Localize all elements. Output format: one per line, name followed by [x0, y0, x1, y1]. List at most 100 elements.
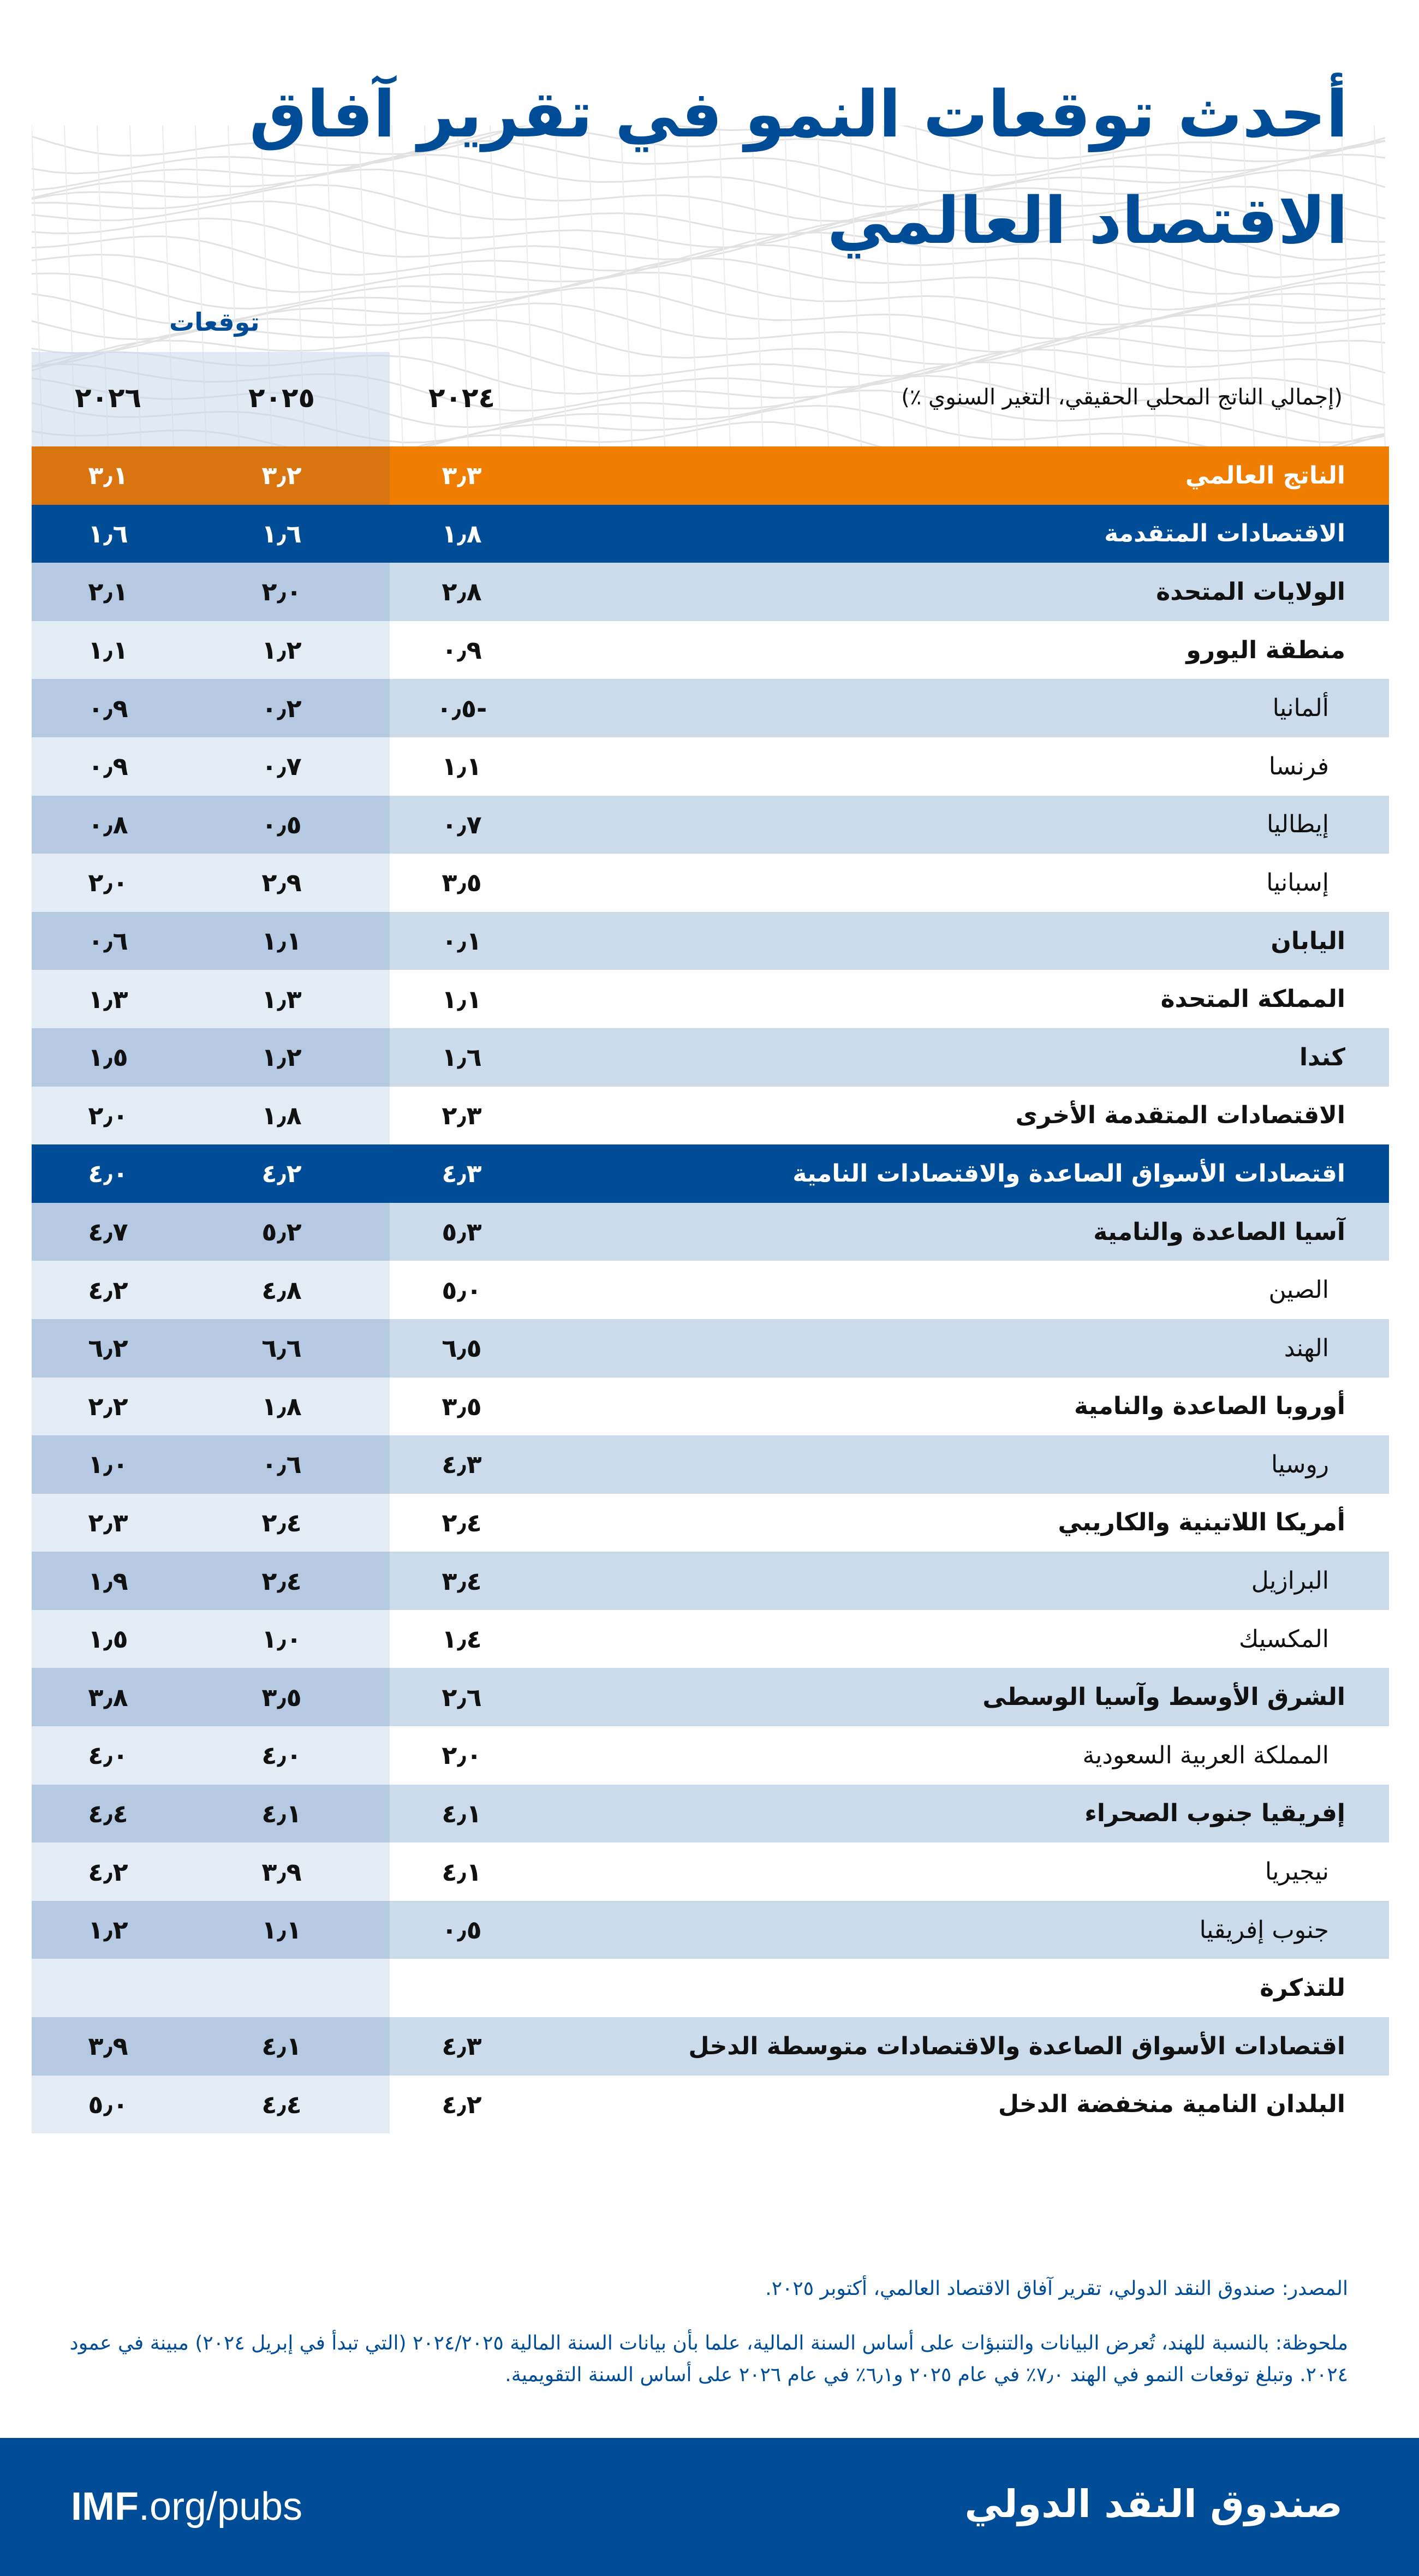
row-label: الصين: [1268, 1276, 1329, 1304]
row-label: إسبانيا: [1266, 868, 1329, 897]
value-2026: ٣٫١: [88, 461, 128, 491]
mesh-line: [32, 231, 1386, 278]
mesh-line: [1374, 126, 1386, 448]
mesh-line: [32, 200, 1386, 248]
mesh-line: [32, 257, 1386, 311]
value-2026: ١٫٩: [88, 1566, 128, 1596]
forecast-cell-shade: [32, 504, 390, 563]
forecast-cell-shade: [32, 679, 390, 737]
value-2026: ١٫٦: [88, 518, 128, 548]
value-2025: ٢٫٠: [261, 577, 302, 607]
value-2024: ٠٫٥: [442, 1915, 482, 1945]
mesh-line: [424, 126, 436, 448]
table-row: كندا ١٫٦ ١٫٢ ١٫٥: [32, 1028, 1389, 1087]
mesh-line: [784, 126, 796, 448]
value-2026: ٠٫٨: [88, 809, 128, 839]
row-label: الاقتصادات المتقدمة الأخرى: [1015, 1101, 1345, 1130]
forecast-cell-shade: [32, 1784, 390, 1843]
value-2025: ٣٫٩: [261, 1857, 302, 1887]
row-label: آسيا الصاعدة والنامية: [1093, 1218, 1345, 1246]
value-2024: ٤٫١: [442, 1857, 482, 1887]
mesh-line: [1079, 126, 1091, 448]
table-row: اقتصادات الأسواق الصاعدة والاقتصادات متو…: [32, 2017, 1389, 2076]
value-2026: ٦٫٢: [88, 1333, 128, 1363]
imf-pubs-link[interactable]: IMF.org/pubs: [71, 2484, 302, 2529]
forecast-cell-shade: [32, 737, 390, 796]
row-label: المملكة العربية السعودية: [1082, 1741, 1329, 1769]
value-2025: ٠٫٥: [261, 809, 302, 839]
mesh-line: [412, 421, 1386, 448]
value-2024: ٣٫٥: [442, 1391, 482, 1421]
mesh-line: [555, 126, 567, 448]
value-2026: ١٫١: [88, 635, 128, 665]
value-2024: ٢٫٣: [442, 1100, 482, 1130]
value-2026: ٥٫٠: [88, 2089, 128, 2119]
table-row: اليابان ٠٫١ ١٫١ ٠٫٦: [32, 911, 1389, 970]
value-2026: ٤٫٧: [88, 1217, 128, 1247]
table-row: جنوب إفريقيا ٠٫٥ ١٫١ ١٫٢: [32, 1900, 1389, 1959]
table-row: الشرق الأوسط وآسيا الوسطى ٢٫٦ ٣٫٥ ٣٫٨: [32, 1668, 1389, 1727]
forecast-cell-shade: [32, 1319, 390, 1378]
value-2024: ٠٫١: [442, 926, 482, 956]
mesh-line: [1210, 126, 1222, 448]
forecast-cell-shade: [32, 1202, 390, 1261]
mesh-line: [752, 126, 764, 448]
mesh-line: [1046, 126, 1058, 448]
mesh-line: [1177, 126, 1189, 448]
row-label: نيجيريا: [1265, 1858, 1329, 1886]
value-2026: ٣٫٨: [88, 1682, 128, 1712]
value-2024: ٤٫٣: [442, 1450, 482, 1480]
footnote: ملحوظة: بالنسبة للهند، تُعرض البيانات وا…: [69, 2332, 1348, 2386]
forecast-cell-shade: [32, 1959, 390, 2018]
value-2025: ٦٫٦: [261, 1333, 302, 1363]
value-2026: ٢٫٠: [88, 868, 128, 898]
forecast-cell-shade: [32, 1668, 390, 1727]
mesh-line: [981, 126, 993, 448]
mesh-line: [490, 126, 502, 448]
row-label: فرنسا: [1268, 752, 1329, 780]
forecast-cell-shade: [32, 970, 390, 1028]
value-2025: ٢٫٤: [261, 1507, 302, 1537]
row-label: إيطاليا: [1266, 810, 1329, 839]
value-2026: ٠٫٩: [88, 752, 128, 782]
mesh-line: [1275, 126, 1287, 448]
forecast-cell-shade: [32, 2017, 390, 2076]
forecast-cell-shade: [32, 911, 390, 970]
value-2024: ٠٫٩: [442, 635, 482, 665]
table-row: اقتصادات الأسواق الصاعدة والاقتصادات الن…: [32, 1144, 1389, 1203]
table-row: الصين ٥٫٠ ٤٫٨ ٤٫٢: [32, 1261, 1389, 1319]
value-2024: ١٫٦: [442, 1042, 482, 1072]
forecast-cell-shade: [32, 1609, 390, 1668]
mesh-line: [522, 126, 534, 448]
year-2025-header: ٢٠٢٥: [248, 382, 315, 414]
mesh-line: [1341, 126, 1353, 448]
row-label: البلدان النامية منخفضة الدخل: [998, 2090, 1345, 2119]
value-2025: ١٫٨: [261, 1100, 302, 1130]
table-row: آسيا الصاعدة والنامية ٥٫٣ ٥٫٢ ٤٫٧: [32, 1202, 1389, 1261]
row-label: الولايات المتحدة: [1156, 577, 1345, 606]
value-2024: ٤٫٣: [442, 1159, 482, 1189]
table-row: الولايات المتحدة ٢٫٨ ٢٫٠ ٢٫١: [32, 563, 1389, 621]
value-2024: ٤٫٢: [442, 2089, 482, 2119]
source-note: المصدر: صندوق النقد الدولي، تقرير آفاق ا…: [765, 2277, 1348, 2300]
table-row: أوروبا الصاعدة والنامية ٣٫٥ ١٫٨ ٢٫٢: [32, 1377, 1389, 1436]
value-2026: ٢٫١: [88, 577, 128, 607]
value-2025: ٤٫٠: [261, 1740, 302, 1770]
row-label: روسيا: [1271, 1450, 1329, 1478]
forecast-cell-shade: [32, 621, 390, 679]
imf-logo-text: IMF: [71, 2485, 139, 2529]
value-2026: ٤٫٤: [88, 1798, 128, 1828]
row-label: للتذكرة: [1260, 1974, 1345, 2002]
value-2025: ٠٫٧: [261, 752, 302, 782]
mesh-line: [915, 126, 927, 448]
table-row: المكسيك ١٫٤ ١٫٠ ١٫٥: [32, 1609, 1389, 1668]
value-2025: ١٫٨: [261, 1391, 302, 1421]
value-2025: ٤٫١: [261, 2031, 302, 2061]
background-mesh-pattern: [32, 126, 1386, 448]
value-2025: ١٫٣: [261, 984, 302, 1014]
forecast-cell-shade: [32, 1086, 390, 1145]
table-row: الناتج العالمي ٣٫٣ ٣٫٢ ٣٫١: [32, 446, 1389, 505]
value-2025: ٢٫٤: [261, 1566, 302, 1596]
value-2026: ٤٫٠: [88, 1740, 128, 1770]
value-2024: ٤٫١: [442, 1798, 482, 1828]
